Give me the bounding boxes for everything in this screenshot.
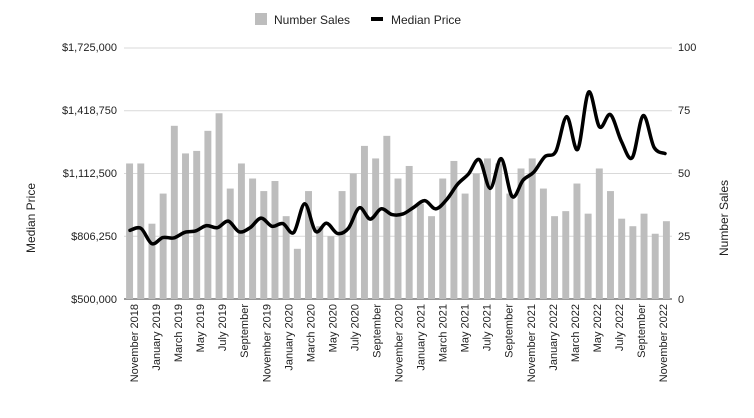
legend-swatch-median-price [371, 17, 383, 21]
bar-number-sales [618, 218, 626, 299]
x-tick-label: March 2019 [173, 304, 185, 362]
bar-number-sales [305, 191, 312, 299]
right-axis-title: Number Sales [717, 180, 731, 256]
bar-number-sales [338, 191, 346, 299]
right-tick-label: 100 [678, 42, 696, 54]
x-tick-label: July 2021 [482, 304, 494, 351]
x-tick-label: September [504, 304, 516, 358]
x-tick-label: March 2022 [570, 304, 582, 362]
x-tick-label: May 2020 [327, 304, 339, 352]
bar-number-sales [316, 226, 324, 299]
bar-number-sales [450, 160, 458, 299]
x-tick-label: July 2022 [614, 304, 626, 351]
x-tick-label: November 2021 [526, 304, 538, 382]
bar-number-sales [439, 178, 447, 299]
bar-number-sales [159, 193, 167, 299]
x-tick-label: May 2022 [592, 304, 604, 352]
left-tick-label: $806,250 [71, 231, 117, 243]
right-tick-label: 75 [678, 105, 690, 117]
bar-number-sales [148, 223, 156, 299]
bar-number-sales [573, 183, 581, 299]
bar-number-sales [182, 153, 189, 299]
legend: Number Sales Median Price [255, 13, 461, 27]
left-axis-title: Median Price [24, 183, 38, 253]
bar-number-sales [327, 236, 335, 299]
bar-number-sales [428, 216, 436, 299]
legend-label-number-sales: Number Sales [274, 13, 350, 27]
bar-number-sales [193, 150, 201, 299]
bar-number-sales [204, 130, 212, 299]
x-tick-label: March 2020 [305, 304, 317, 362]
bar-number-sales [271, 181, 279, 299]
bar-number-sales [394, 178, 402, 299]
bar-number-sales [170, 125, 178, 299]
bar-number-sales [506, 193, 514, 299]
bar-number-sales [282, 216, 290, 299]
x-axis-tick-labels: November 2018 January 2019 March 2019 May 2… [129, 304, 670, 383]
bar-number-sales [360, 145, 368, 299]
x-tick-label: November 2020 [394, 304, 406, 382]
x-tick-label: January 2019 [151, 304, 163, 371]
bar-number-sales [215, 113, 223, 299]
x-tick-label: January 2022 [548, 304, 560, 371]
left-tick-label: $1,725,000 [62, 42, 117, 54]
x-tick-label: September [371, 304, 383, 358]
x-tick-label: November 2019 [261, 304, 273, 382]
bar-number-sales [405, 165, 413, 299]
bar-number-sales [528, 158, 536, 299]
bar-number-sales [562, 211, 570, 299]
bar-number-sales [472, 173, 480, 299]
line-median-price [128, 90, 667, 246]
bar-number-sales [595, 168, 603, 299]
bar-number-sales [260, 191, 268, 299]
bar-number-sales [249, 178, 257, 299]
bar-number-sales [495, 163, 503, 299]
x-tick-label: March 2021 [438, 304, 450, 362]
bar-number-sales [651, 233, 659, 299]
x-tick-label: May 2021 [460, 304, 472, 352]
legend-swatch-number-sales [255, 13, 267, 25]
left-tick-label: $1,112,500 [63, 168, 117, 180]
bar-number-sales [461, 193, 469, 299]
x-tick-label: January 2020 [283, 304, 295, 371]
x-tick-label: May 2019 [195, 304, 207, 352]
left-axis-tick-labels: $500,000 $806,250 $1,112,500 $1,418,750 … [62, 42, 117, 306]
bar-number-sales [539, 188, 547, 299]
bar-number-sales [372, 158, 380, 299]
bar-number-sales [607, 191, 614, 299]
x-tick-label: July 2019 [217, 304, 229, 351]
bar-number-sales [517, 168, 525, 299]
bar-number-sales [226, 188, 234, 299]
right-tick-label: 0 [678, 294, 684, 306]
bar-number-sales [551, 216, 559, 299]
left-tick-label: $500,000 [71, 294, 117, 306]
bar-number-sales [137, 163, 145, 299]
bar-number-sales [383, 135, 391, 299]
right-tick-label: 25 [678, 231, 690, 243]
legend-label-median-price: Median Price [391, 13, 461, 27]
x-tick-label: November 2018 [129, 304, 141, 382]
line-series-median-price [128, 90, 667, 246]
bar-number-sales [584, 213, 592, 299]
left-tick-label: $1,418,750 [62, 105, 117, 117]
x-tick-label: September [239, 304, 251, 358]
x-tick-label: January 2021 [416, 304, 428, 371]
right-tick-label: 50 [678, 168, 690, 180]
right-axis-tick-labels: 0 25 50 75 100 [678, 42, 696, 306]
bar-number-sales [349, 173, 357, 299]
bar-number-sales [640, 213, 648, 299]
bar-series-number-sales [126, 113, 670, 299]
x-tick-label: September [636, 304, 648, 358]
x-tick-label: November 2022 [658, 304, 670, 382]
bar-number-sales [662, 221, 670, 299]
bar-number-sales [484, 158, 491, 299]
bar-number-sales [293, 248, 301, 299]
x-tick-label: July 2020 [349, 304, 361, 351]
bar-number-sales [629, 226, 637, 299]
bar-number-sales [416, 203, 424, 299]
